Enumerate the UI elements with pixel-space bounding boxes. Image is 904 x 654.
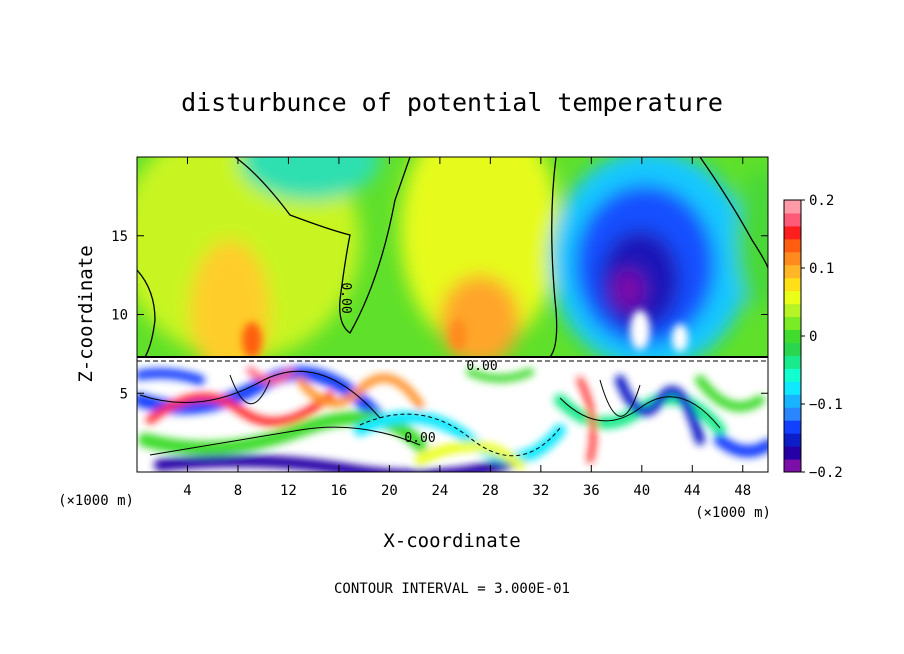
warm-core-left — [242, 322, 262, 358]
colorbar-tick-label: −0.2 — [809, 465, 843, 481]
upper-layer-yellow-band — [400, 157, 560, 350]
colorbar-swatch — [784, 238, 801, 253]
zero-contour — [234, 157, 411, 334]
y-axis: 5 10 15 — [111, 229, 768, 402]
x-tick-label: 8 — [234, 483, 242, 499]
x-tick-label: 40 — [633, 483, 650, 499]
zero-contour — [699, 157, 768, 269]
x-tick-label: 24 — [431, 483, 448, 499]
x-tick-label: 4 — [183, 483, 191, 499]
contour-label: 0.00 — [404, 431, 435, 446]
y-tick-label: 10 — [111, 308, 128, 324]
colorbar-swatch — [784, 420, 801, 434]
x-tick-label: 44 — [684, 483, 701, 499]
zero-contour — [549, 157, 558, 358]
x-axis-title: X-coordinate — [383, 530, 520, 552]
contour-label: 0.00 — [338, 282, 353, 313]
x-tick-label: 32 — [532, 483, 549, 499]
colorbar-swatch — [784, 394, 801, 408]
colorbar-swatch — [784, 200, 801, 214]
colorbar-tick-label: 0 — [809, 329, 817, 345]
x-tick-label: 36 — [583, 483, 600, 499]
colorbar-swatch — [784, 316, 801, 331]
cool-anomaly-top — [240, 157, 380, 200]
lower-layer-field — [137, 357, 768, 472]
colorbar-swatch — [784, 264, 801, 279]
colorbar-swatch — [784, 407, 801, 421]
colorbar-swatch — [784, 446, 801, 460]
lower-layer-streaks — [137, 366, 768, 472]
colorbar-swatch — [784, 303, 801, 318]
colorbar-swatch — [784, 368, 801, 382]
colorbar-tick-label: −0.1 — [809, 397, 843, 413]
white-patch — [630, 310, 650, 350]
colorbar-swatch — [784, 329, 801, 343]
colorbar-swatch — [784, 381, 801, 395]
colorbar-swatch — [784, 433, 801, 447]
x-tick-label: 16 — [330, 483, 347, 499]
x-tick-label: 12 — [280, 483, 297, 499]
colorbar-swatch — [784, 290, 801, 305]
colorbar-tick-label: 0.1 — [809, 261, 834, 277]
x-tick-label: 20 — [381, 483, 398, 499]
colorbar: 0.2 0.1 0 −0.1 −0.2 — [783, 193, 843, 481]
white-patch — [672, 324, 688, 352]
x-tick-label: 48 — [734, 483, 751, 499]
contour-interval-note: CONTOUR INTERVAL = 3.000E-01 — [334, 581, 570, 597]
lower-layer-contours — [139, 370, 721, 457]
y-tick-label: 5 — [120, 386, 128, 402]
contour-lines — [137, 157, 768, 358]
y-tick-label: 15 — [111, 229, 128, 245]
x-axis: 4 8 12 16 20 24 28 32 36 40 44 48 — [183, 157, 751, 499]
colorbar-swatch — [784, 225, 801, 240]
x-axis-unit-label: (×1000 m) — [58, 493, 134, 509]
colorbar-swatch — [784, 212, 801, 227]
y-axis-title: Z-coordinate — [75, 245, 97, 382]
plot-area — [137, 157, 768, 472]
chart-title: disturbunce of potential temperature — [181, 88, 723, 117]
contour-label: 0.00 — [466, 359, 497, 374]
zero-contour — [137, 269, 156, 358]
cold-anomaly-min — [612, 270, 644, 310]
warm-core-center — [450, 319, 466, 351]
warm-anomaly-center — [440, 275, 520, 365]
colorbar-swatch — [784, 342, 801, 356]
colorbar-tick-label: 0.2 — [809, 193, 834, 209]
colorbar-swatch — [784, 277, 801, 292]
upper-right-green — [735, 170, 768, 310]
colorbar-swatch — [784, 355, 801, 369]
colorbar-swatch — [784, 251, 801, 266]
x-tick-label: 28 — [482, 483, 499, 499]
colorbar-swatch — [784, 459, 801, 473]
x-axis-unit-label-right: (×1000 m) — [695, 505, 771, 521]
